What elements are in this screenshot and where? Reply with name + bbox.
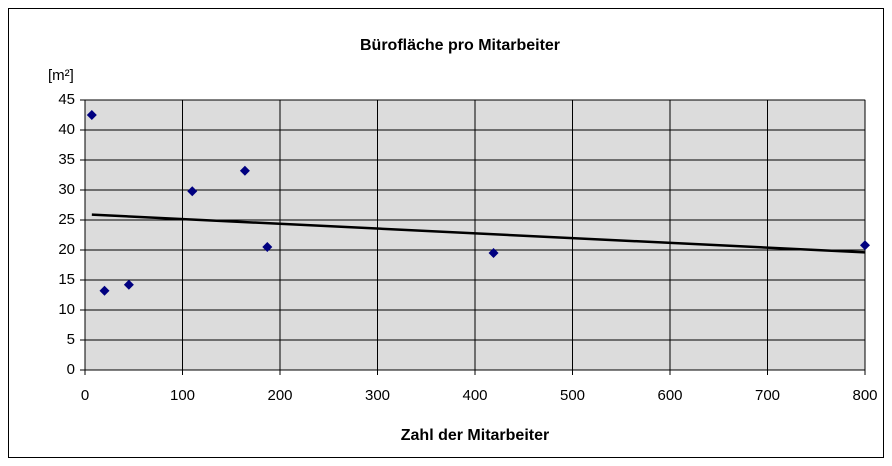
y-tick-label: 40 [58,121,75,138]
data-point [860,240,870,251]
chart-title: Bürofläche pro Mitarbeiter [360,37,560,54]
y-tick-label: 45 [58,91,75,108]
x-axis-label: Zahl der Mitarbeiter [401,427,549,444]
y-tick-label: 25 [58,211,75,228]
x-tick-label: 200 [267,387,292,404]
x-tick-label: 600 [657,387,682,404]
y-axis-label: [m²] [48,67,74,84]
y-tick-label: 10 [58,301,75,318]
x-tick-label: 300 [365,387,390,404]
data-point [99,285,110,296]
x-tick-label: 500 [560,387,585,404]
data-point [123,279,134,290]
x-tick-label: 400 [462,387,487,404]
data-point [488,248,499,258]
data-point [239,165,250,176]
y-tick-label: 20 [58,241,75,258]
data-point [86,110,97,120]
trendline [91,213,866,254]
y-tick-label: 5 [67,331,75,348]
data-point [262,242,273,252]
y-tick-label: 15 [58,271,75,288]
y-tick-label: 30 [58,181,75,198]
x-tick-label: 800 [852,387,877,404]
x-tick-label: 0 [81,387,89,404]
x-tick-label: 100 [170,387,195,404]
y-tick-label: 0 [67,361,75,378]
x-tick-label: 700 [755,387,780,404]
data-point [187,186,198,197]
y-tick-label: 35 [58,151,75,168]
